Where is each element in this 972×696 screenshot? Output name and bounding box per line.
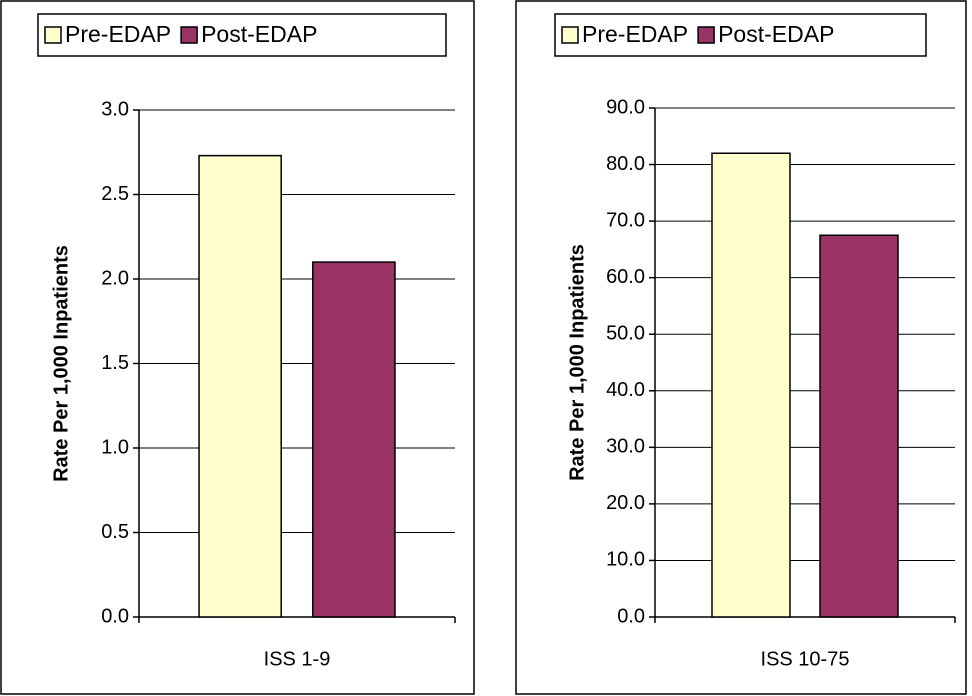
legend-frame bbox=[554, 13, 927, 57]
y-tick-label: 70.0 bbox=[606, 209, 645, 231]
legend-swatch bbox=[180, 26, 198, 44]
y-tick-label: 2.5 bbox=[101, 183, 129, 205]
y-tick-label: 90.0 bbox=[606, 96, 645, 118]
y-tick-label: 2.0 bbox=[101, 267, 129, 289]
y-tick-label: 60.0 bbox=[606, 266, 645, 288]
x-tick-label: ISS 1-9 bbox=[264, 648, 331, 670]
y-tick-label: 0.0 bbox=[617, 605, 645, 627]
y-tick-label: 3.0 bbox=[101, 98, 129, 120]
legend-label: Post-EDAP bbox=[201, 21, 317, 47]
y-tick-label: 1.5 bbox=[101, 352, 129, 374]
y-axis-label: Rate Per 1,000 Inpatients bbox=[50, 245, 72, 482]
legend-frame bbox=[37, 13, 447, 57]
legend-swatch bbox=[561, 26, 579, 44]
bar bbox=[711, 152, 791, 618]
legend-label: Pre-EDAP bbox=[65, 21, 171, 47]
legend-swatch bbox=[44, 26, 62, 44]
y-tick-label: 0.0 bbox=[101, 605, 129, 627]
y-tick-label: 80.0 bbox=[606, 153, 645, 175]
legend-label: Pre-EDAP bbox=[582, 21, 688, 47]
y-tick-label: 10.0 bbox=[606, 549, 645, 571]
bar bbox=[819, 234, 899, 618]
legend-swatch bbox=[697, 26, 715, 44]
y-axis-label: Rate Per 1,000 Inpatients bbox=[566, 244, 588, 481]
bar bbox=[312, 261, 396, 618]
y-tick-label: 40.0 bbox=[606, 379, 645, 401]
y-tick-label: 20.0 bbox=[606, 492, 645, 514]
y-tick-label: 30.0 bbox=[606, 436, 645, 458]
y-tick-label: 1.0 bbox=[101, 436, 129, 458]
y-tick-label: 50.0 bbox=[606, 323, 645, 345]
x-tick-label: ISS 10-75 bbox=[761, 648, 850, 670]
bar bbox=[198, 154, 282, 618]
legend-label: Post-EDAP bbox=[718, 21, 834, 47]
y-tick-label: 0.5 bbox=[101, 521, 129, 543]
